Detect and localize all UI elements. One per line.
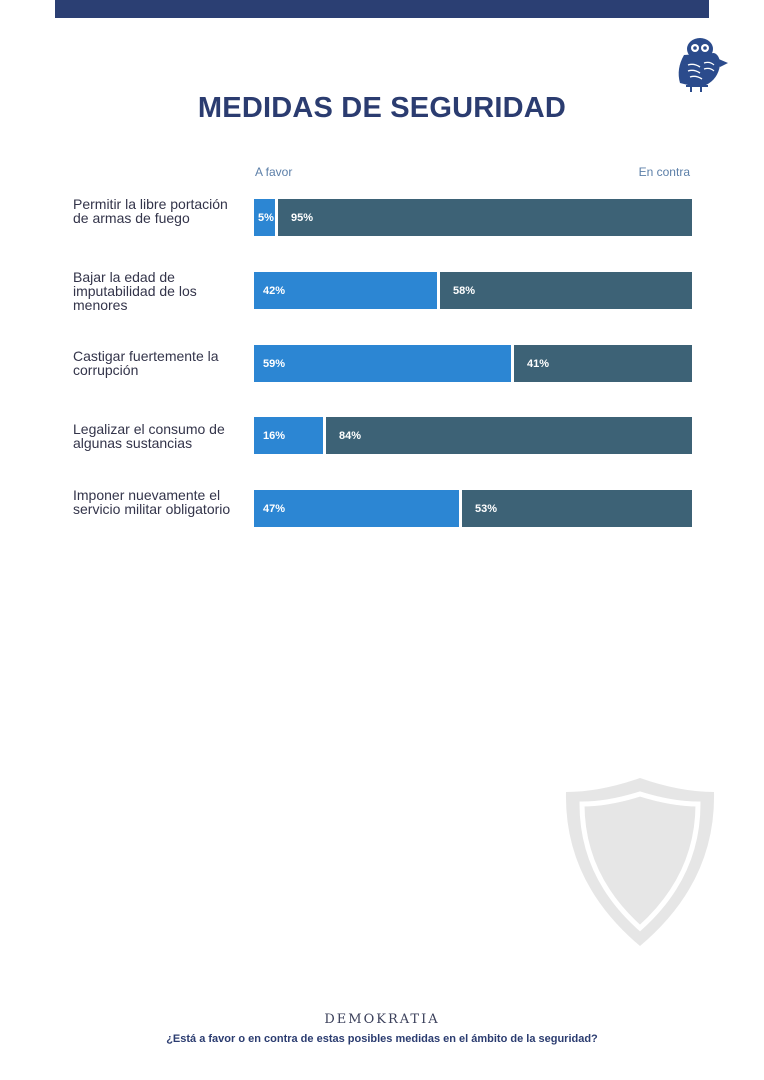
survey-question: ¿Está a favor o en contra de estas posib… [166,1033,598,1045]
bar-a-favor: 59% [254,345,511,382]
category-label: Legalizar el consumo de algunas sustanci… [73,421,225,451]
bar-row: 16% 84% [254,417,692,454]
legend-a-favor: A favor [255,165,293,179]
category-label: Castigar fuertemente la corrupción [73,348,219,378]
bar-row: 5% 95% [254,199,692,236]
bar-en-contra: 41% [514,345,692,382]
top-bar [55,0,709,18]
category-label: Bajar la edad de imputabilidad de los me… [73,269,197,313]
bar-en-contra: 53% [462,490,692,527]
bar-row: 42% 58% [254,272,692,309]
bar-en-contra: 95% [278,199,692,236]
bar-a-favor: 5% [254,199,275,236]
page-title: MEDIDAS DE SEGURIDAD [197,92,567,124]
shield-icon [565,778,715,946]
bar-en-contra: 58% [440,272,692,309]
bar-a-favor: 16% [254,417,323,454]
legend-en-contra: En contra [638,165,690,179]
bar-en-contra: 84% [326,417,692,454]
bar-a-favor: 47% [254,490,459,527]
category-label: Imponer nuevamente el servicio militar o… [73,487,231,517]
bar-row: 59% 41% [254,345,692,382]
bar-row: 47% 53% [254,490,692,527]
owl-icon [678,38,728,92]
brand-name: DEMOKRATIA [324,1012,440,1027]
category-label: Permitir la libre portación de armas de … [73,196,228,226]
bar-a-favor: 42% [254,272,437,309]
